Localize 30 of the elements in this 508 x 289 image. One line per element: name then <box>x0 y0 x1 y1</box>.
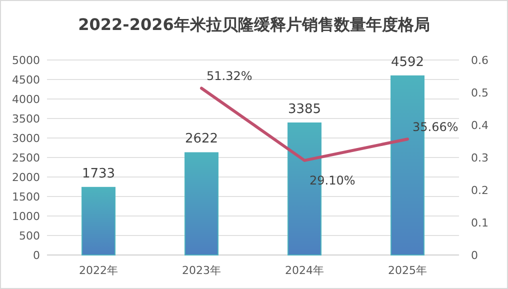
bar <box>82 186 116 256</box>
y2-tick-label: 0.1 <box>471 216 488 230</box>
x-tick-label: 2023年 <box>182 264 221 277</box>
y-tick-label: 3500 <box>12 112 40 126</box>
y-tick-label: 2000 <box>12 171 40 184</box>
data-label: 4592 <box>390 54 424 70</box>
data-label: 1733 <box>82 166 116 182</box>
data-label: 2622 <box>184 132 218 147</box>
y2-tick-label: 0.5 <box>471 86 488 100</box>
bar <box>184 152 218 256</box>
y-tick-label: 4500 <box>12 74 40 86</box>
y2-tick-label: 0 <box>471 249 478 262</box>
chart-title: 2022-2026年米拉贝隆缓释片销售数量年度格局 <box>78 15 430 34</box>
y2-tick-label: 0.6 <box>471 54 488 67</box>
x-tick-label: 2025年 <box>388 264 427 277</box>
x-tick-label: 2024年 <box>285 264 324 277</box>
y-tick-label: 5000 <box>12 54 40 67</box>
y2-tick-label: 0.4 <box>471 119 488 132</box>
y-tick-label: 3000 <box>12 132 40 145</box>
y-tick-label: 1000 <box>12 210 40 223</box>
y2-tick-label: 0.3 <box>471 152 488 164</box>
y2-tick-label: 0.2 <box>471 184 488 197</box>
y-tick-label: 4000 <box>12 93 40 106</box>
y-tick-label: 2500 <box>12 152 40 164</box>
y-tick-label: 500 <box>19 230 40 242</box>
y-tick-label: 0 <box>33 249 40 262</box>
data-label: 51.32% <box>206 69 252 84</box>
y-tick-label: 1500 <box>12 190 40 204</box>
data-label: 3385 <box>288 102 322 117</box>
x-tick-label: 2022年 <box>79 264 118 277</box>
